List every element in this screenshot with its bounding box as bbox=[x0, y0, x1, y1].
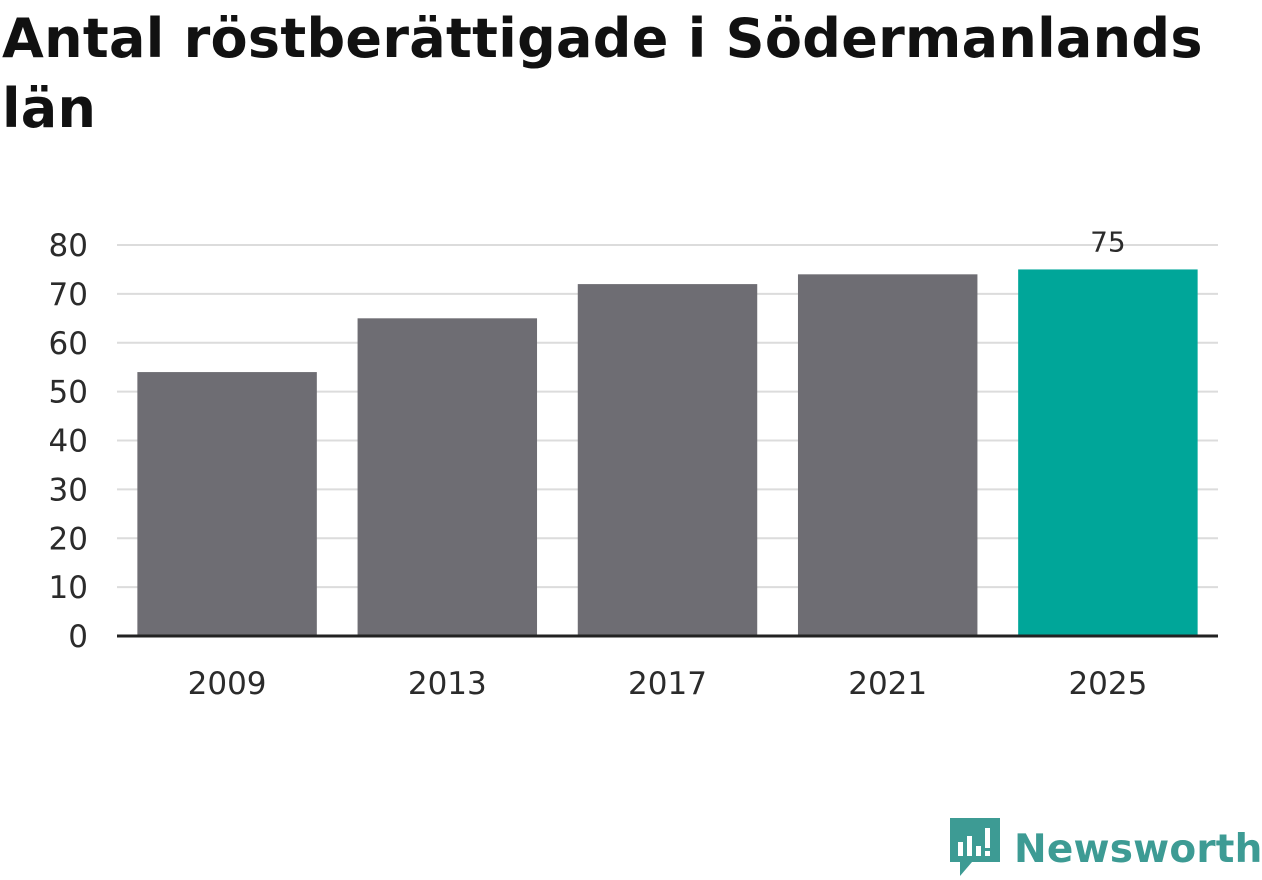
x-tick-label: 2021 bbox=[848, 666, 927, 702]
bars bbox=[137, 269, 1198, 636]
y-tick-label: 60 bbox=[49, 326, 88, 362]
x-tick-labels: 2009 2013 2017 2021 2025 bbox=[188, 666, 1148, 702]
data-label: 75 bbox=[1090, 225, 1126, 258]
bar-2021 bbox=[797, 274, 978, 636]
y-tick-label: 10 bbox=[49, 570, 88, 606]
y-tick-label: 30 bbox=[49, 472, 88, 508]
x-tick-label: 2013 bbox=[408, 666, 487, 702]
y-tick-label: 40 bbox=[49, 424, 88, 460]
brand-logo: Newsworthy bbox=[950, 818, 1262, 880]
chart-title: Antal röstberättigade i Södermanlands lä… bbox=[2, 7, 1203, 140]
bar-2025 bbox=[1018, 269, 1198, 636]
y-tick-label: 50 bbox=[49, 375, 88, 411]
y-tick-label: 0 bbox=[68, 619, 88, 655]
bar-2009 bbox=[137, 372, 317, 636]
y-tick-label: 20 bbox=[49, 521, 88, 557]
y-tick-label: 70 bbox=[49, 277, 88, 313]
bar-2013 bbox=[357, 318, 538, 636]
x-tick-label: 2009 bbox=[188, 666, 267, 702]
y-tick-labels: 0 10 20 30 40 50 60 70 80 bbox=[49, 228, 88, 655]
x-tick-label: 2017 bbox=[628, 666, 707, 702]
y-tick-label: 80 bbox=[49, 228, 88, 264]
bar-2017 bbox=[577, 284, 758, 636]
brand-name: Newsworthy bbox=[1014, 826, 1262, 872]
chart-bubble-icon bbox=[950, 818, 1000, 876]
x-tick-label: 2025 bbox=[1068, 666, 1147, 702]
data-labels: 75 bbox=[1090, 225, 1126, 258]
